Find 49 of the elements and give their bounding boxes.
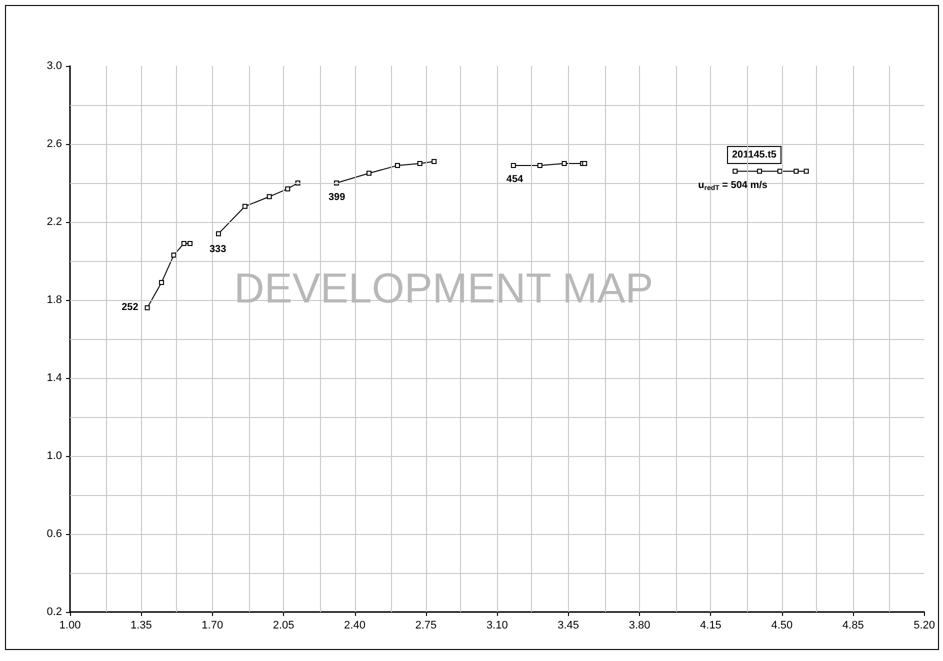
x-tick-label: 3.10 bbox=[486, 620, 508, 632]
point bbox=[188, 240, 193, 246]
series-label: u$_{redT}$ = 504 m/s bbox=[698, 180, 768, 194]
point bbox=[144, 305, 150, 310]
point bbox=[394, 162, 400, 168]
y-tick-label: 2.2 bbox=[46, 216, 62, 228]
x-tick-label: 4.15 bbox=[700, 620, 722, 632]
x-tick-label: 1.00 bbox=[59, 620, 81, 632]
annotation: 201145.t5 bbox=[732, 150, 777, 160]
point bbox=[732, 168, 738, 174]
point bbox=[216, 231, 221, 236]
y-tick-label: 0.2 bbox=[46, 606, 62, 618]
point bbox=[417, 161, 422, 166]
point bbox=[242, 204, 248, 209]
point bbox=[804, 168, 809, 174]
point bbox=[432, 159, 437, 164]
annotation: DEVELOPMENT MAP bbox=[234, 264, 654, 312]
series-label: 333 bbox=[209, 244, 226, 256]
y-tick-label: 1.8 bbox=[46, 294, 62, 306]
point bbox=[537, 162, 542, 168]
point bbox=[794, 168, 799, 174]
point bbox=[285, 186, 290, 192]
x-tick-label: 1.35 bbox=[130, 620, 152, 632]
x-tick-label: 4.50 bbox=[771, 620, 793, 632]
x-tick-label: 2.75 bbox=[415, 620, 437, 632]
x-tick-label: 2.05 bbox=[272, 620, 294, 632]
x-tick-label: 2.40 bbox=[344, 620, 366, 632]
point bbox=[159, 280, 164, 285]
point bbox=[562, 161, 567, 166]
y-tick-label: 1.0 bbox=[46, 450, 62, 462]
x-tick-label: 4.85 bbox=[842, 620, 864, 632]
point bbox=[171, 252, 176, 258]
x-tick-label: 5.20 bbox=[914, 620, 936, 632]
series-label: 252 bbox=[122, 302, 138, 314]
x-tick-label: 3.45 bbox=[558, 620, 580, 632]
point bbox=[366, 170, 372, 176]
y-tick-label: 2.6 bbox=[46, 138, 62, 150]
point bbox=[757, 168, 762, 174]
point bbox=[266, 194, 272, 200]
point bbox=[510, 162, 516, 168]
x-tick-label: 3.80 bbox=[628, 620, 650, 632]
y-tick-label: 0.6 bbox=[46, 528, 62, 540]
point bbox=[777, 168, 782, 174]
series-label: 454 bbox=[506, 174, 524, 186]
series-label: 399 bbox=[328, 192, 346, 204]
x-tick-label: 1.70 bbox=[202, 620, 224, 632]
point bbox=[181, 240, 186, 246]
y-tick-label: 1.4 bbox=[46, 372, 62, 384]
y-tick-label: 3.0 bbox=[46, 60, 62, 72]
